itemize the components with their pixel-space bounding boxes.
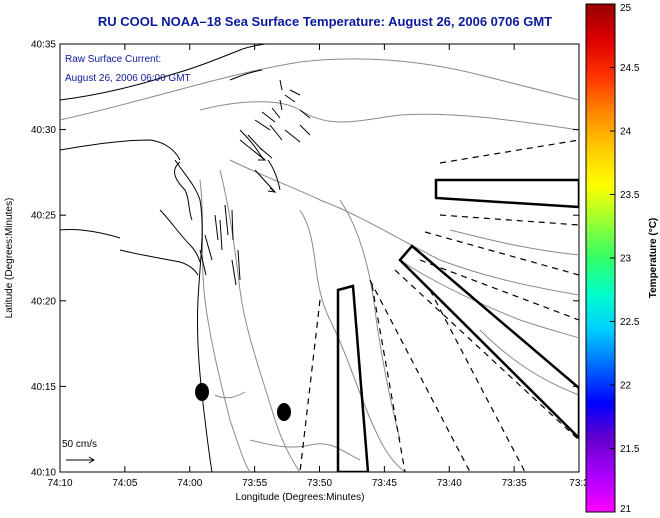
x-axis-label: Longitude (Degrees:Minutes) <box>236 492 365 503</box>
colorbar-label: Temperature (°C) <box>648 218 659 299</box>
x-tick-label: 73:3 <box>569 478 589 489</box>
x-tick-label: 73:40 <box>437 478 462 489</box>
y-tick-label: 40:30 <box>31 125 56 136</box>
plot-frame <box>59 43 580 473</box>
station-marker <box>277 403 291 421</box>
colorbar-tick-label: 23.5 <box>620 190 640 201</box>
y-axis-label: Latitude (Degrees:Minutes) <box>4 198 15 319</box>
x-axis-ticks: 74:10 74:05 74:00 73:55 73:50 73:45 73:40 73:35… <box>47 44 589 489</box>
y-axis-ticks: 40:35 40:30 40:25 40:20 40:15 40:10 <box>31 40 579 479</box>
colorbar-tick-label: 22.5 <box>620 317 640 328</box>
scale-arrow <box>66 456 95 464</box>
y-tick-label: 40:20 <box>31 296 56 307</box>
surface-current-vectors <box>199 79 311 286</box>
radial-dashed-lines <box>299 139 579 472</box>
x-tick-label: 73:50 <box>307 478 332 489</box>
colorbar-tick-label: 22 <box>620 381 632 392</box>
current-note-line1: Raw Surface Current: <box>65 54 161 65</box>
x-tick-label: 73:45 <box>372 478 397 489</box>
colorbar-tick-label: 21 <box>620 504 632 515</box>
x-tick-label: 74:00 <box>177 478 202 489</box>
colorbar-tick-label: 24 <box>620 127 632 138</box>
coastline <box>60 44 281 472</box>
x-tick-label: 73:35 <box>502 478 527 489</box>
scale-label: 50 cm/s <box>62 439 97 450</box>
current-note-line2: August 26, 2006 06:00 GMT <box>65 73 191 84</box>
colorbar-tick-label: 21.5 <box>620 444 640 455</box>
x-tick-label: 73:55 <box>242 478 267 489</box>
y-tick-label: 40:15 <box>31 382 56 393</box>
radar-bounding-boxes <box>336 178 579 472</box>
colorbar-ticks: 25 24.5 24 23.5 23 22.5 22 21.5 21 <box>610 3 640 515</box>
x-tick-label: 74:10 <box>47 478 72 489</box>
colorbar-tick-label: 24.5 <box>620 63 640 74</box>
map-title: RU COOL NOAA–18 Sea Surface Temperature:… <box>97 14 553 29</box>
y-tick-label: 40:10 <box>31 468 56 479</box>
station-marker <box>195 383 209 401</box>
y-tick-label: 40:35 <box>31 40 56 51</box>
y-tick-label: 40:25 <box>31 211 56 222</box>
colorbar-tick-label: 23 <box>620 254 632 265</box>
colorbar-tick-label: 25 <box>620 3 632 14</box>
x-tick-label: 74:05 <box>112 478 137 489</box>
bathymetry-contours <box>60 58 579 472</box>
